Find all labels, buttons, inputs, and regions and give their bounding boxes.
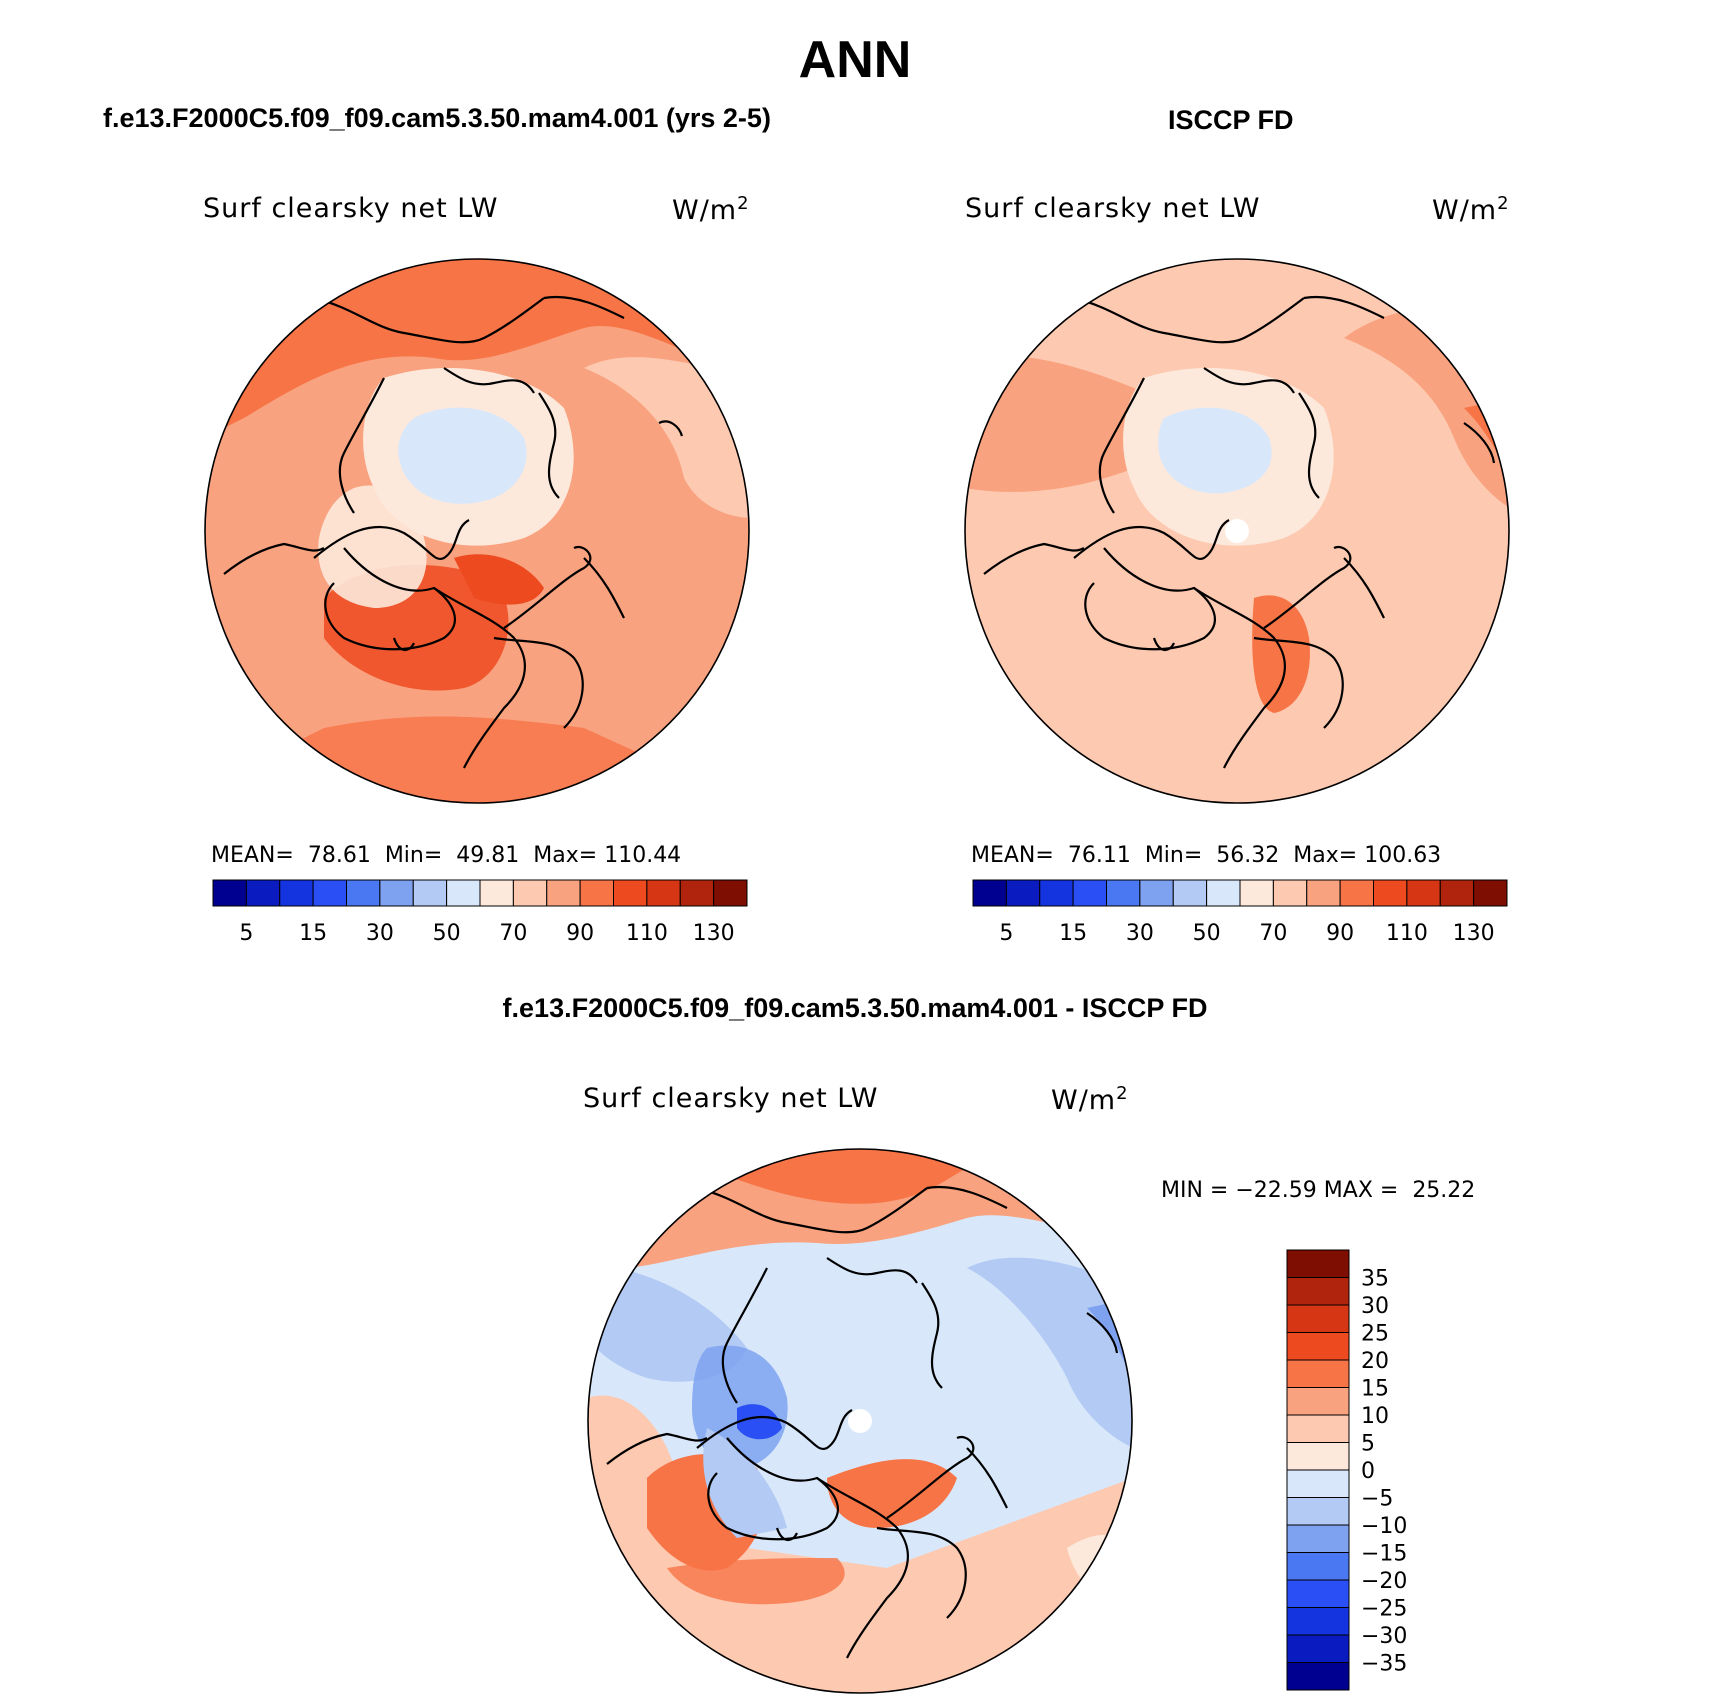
diff-colorbar-tick-label: 20 (1361, 1349, 1389, 1374)
figure-title: ANN (798, 31, 912, 89)
obs-colorbar-swatch (1406, 879, 1441, 907)
model-colorbar-swatch (646, 879, 681, 907)
obs-colorbar-swatch (1339, 879, 1374, 907)
diff-colorbar-swatch (1286, 1524, 1350, 1553)
model-variable-title: Surf clearsky net LW (203, 193, 499, 224)
obs-polar-map (964, 258, 1510, 804)
model-colorbar-tick-label: 130 (693, 921, 735, 946)
diff-colorbar-tick-label: −20 (1361, 1569, 1407, 1594)
diff-colorbar-tick-label: 25 (1361, 1322, 1389, 1347)
diff-colorbar-tick-label: 5 (1361, 1432, 1375, 1457)
model-colorbar-swatch (546, 879, 581, 907)
diff-colorbar-tick-label: 30 (1361, 1294, 1389, 1319)
diff-colorbar-swatch (1286, 1607, 1350, 1636)
obs-colorbar-tick-label: 70 (1259, 921, 1287, 946)
obs-colorbar-tick-label: 110 (1386, 921, 1428, 946)
diff-colorbar-swatch (1286, 1387, 1350, 1416)
model-colorbar-tick-label: 30 (366, 921, 394, 946)
diff-colorbar-tick-label: −25 (1361, 1597, 1407, 1622)
model-colorbar-swatch (212, 879, 247, 907)
diff-colorbar-swatch (1286, 1579, 1350, 1608)
model-stats: MEAN= 78.61 Min= 49.81 Max= 110.44 (211, 843, 682, 868)
model-colorbar-swatch (379, 879, 414, 907)
diff-colorbar-tick-label: −10 (1361, 1514, 1407, 1539)
model-colorbar-swatch (579, 879, 614, 907)
obs-colorbar-tick-label: 130 (1453, 921, 1495, 946)
model-colorbar-swatch (346, 879, 381, 907)
diff-colorbar-tick-label: 10 (1361, 1404, 1389, 1429)
model-polar-map (204, 258, 750, 804)
diff-panel-header: f.e13.F2000C5.f09_f09.cam5.3.50.mam4.001… (502, 993, 1208, 1023)
diff-colorbar-swatch (1286, 1442, 1350, 1471)
model-colorbar: 5 15 30 50 70 90 110 130 (212, 879, 748, 946)
model-colorbar-swatch (679, 879, 715, 907)
obs-units: W/m2 (1432, 193, 1510, 226)
obs-colorbar-swatch (1005, 879, 1041, 907)
obs-colorbar-swatch (1072, 879, 1107, 907)
diff-colorbar-tick-label: 0 (1361, 1459, 1375, 1484)
diff-colorbar-swatch (1286, 1304, 1350, 1333)
obs-colorbar-swatch (1106, 879, 1141, 907)
model-colorbar-swatch (479, 879, 514, 907)
obs-colorbar-swatch (1172, 879, 1208, 907)
obs-colorbar-tick-label: 90 (1326, 921, 1354, 946)
model-colorbar-swatch (446, 879, 481, 907)
model-colorbar-swatch (512, 879, 548, 907)
diff-colorbar-tick-label: −30 (1361, 1624, 1407, 1649)
diff-colorbar-swatch (1286, 1332, 1350, 1361)
diff-units: W/m2 (1051, 1083, 1129, 1116)
diff-colorbar-tick-label: 35 (1361, 1267, 1389, 1292)
obs-colorbar-tick-label: 30 (1126, 921, 1154, 946)
model-colorbar-tick-label: 15 (299, 921, 327, 946)
obs-colorbar-swatch (1306, 879, 1341, 907)
diff-variable-title: Surf clearsky net LW (583, 1083, 879, 1114)
obs-colorbar-swatch (972, 879, 1007, 907)
obs-colorbar-swatch (1439, 879, 1475, 907)
obs-panel-header: ISCCP FD (1168, 105, 1294, 135)
diff-colorbar-swatch (1286, 1497, 1350, 1526)
obs-colorbar-swatch (1272, 879, 1308, 907)
diff-colorbar-swatch (1286, 1414, 1350, 1443)
diff-colorbar-swatch (1286, 1634, 1350, 1663)
obs-stats: MEAN= 76.11 Min= 56.32 Max= 100.63 (971, 843, 1442, 868)
obs-colorbar-swatch (1206, 879, 1241, 907)
obs-variable-title: Surf clearsky net LW (965, 193, 1261, 224)
model-panel-header: f.e13.F2000C5.f09_f09.cam5.3.50.mam4.001… (103, 103, 771, 133)
diff-colorbar-tick-label: −15 (1361, 1542, 1407, 1567)
model-colorbar-swatch (312, 879, 347, 907)
diff-colorbar-tick-label: 15 (1361, 1377, 1389, 1402)
diff-colorbar-swatch (1286, 1359, 1350, 1388)
obs-colorbar: 5 15 30 50 70 90 110 130 (972, 879, 1508, 946)
model-colorbar-tick-label: 90 (566, 921, 594, 946)
obs-colorbar-tick-label: 5 (999, 921, 1013, 946)
obs-colorbar-swatch (1473, 879, 1508, 907)
obs-colorbar-tick-label: 15 (1059, 921, 1087, 946)
diff-colorbar-swatch (1286, 1249, 1350, 1278)
obs-colorbar-swatch (1239, 879, 1274, 907)
model-colorbar-swatch (713, 879, 748, 907)
diff-colorbar-swatch (1286, 1469, 1350, 1498)
obs-colorbar-swatch (1039, 879, 1074, 907)
model-colorbar-tick-label: 50 (433, 921, 461, 946)
model-colorbar-swatch (245, 879, 281, 907)
diff-colorbar-tick-label: −5 (1361, 1487, 1393, 1512)
model-colorbar-tick-label: 110 (626, 921, 668, 946)
diff-colorbar-swatch (1286, 1662, 1350, 1691)
diff-colorbar-swatch (1286, 1277, 1350, 1306)
model-colorbar-tick-label: 5 (239, 921, 253, 946)
model-colorbar-swatch (412, 879, 448, 907)
obs-colorbar-swatch (1373, 879, 1408, 907)
model-colorbar-swatch (613, 879, 648, 907)
obs-colorbar-swatch (1139, 879, 1174, 907)
diff-colorbar-tick-label: −35 (1361, 1652, 1407, 1677)
obs-colorbar-tick-label: 50 (1193, 921, 1221, 946)
model-units: W/m2 (672, 193, 750, 226)
diff-stats: MIN = −22.59 MAX = 25.22 (1161, 1178, 1476, 1203)
model-colorbar-swatch (279, 879, 314, 907)
model-colorbar-tick-label: 70 (499, 921, 527, 946)
diff-colorbar-swatch (1286, 1552, 1350, 1581)
diff-polar-map (587, 1148, 1133, 1694)
